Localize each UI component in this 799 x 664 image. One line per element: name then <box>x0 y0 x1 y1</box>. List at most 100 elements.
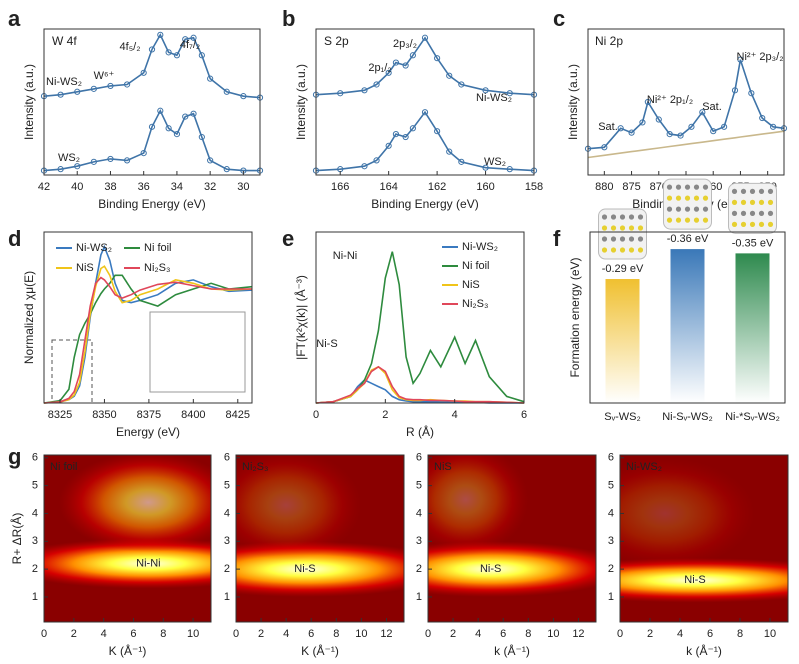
data-point <box>182 113 189 120</box>
data-point <box>140 69 147 76</box>
atom <box>693 195 700 201</box>
x-tick-label: 6 <box>707 628 713 640</box>
data-point <box>721 123 728 130</box>
atom <box>675 217 682 223</box>
y-axis-label: R+ ΔR(Å) <box>9 513 24 565</box>
y-tick-label: 1 <box>608 591 614 603</box>
y-tick-label: 4 <box>32 507 38 519</box>
data-point <box>140 150 147 157</box>
y-tick-label: 5 <box>32 480 38 492</box>
data-point <box>482 87 489 94</box>
data-point <box>402 133 409 141</box>
atom <box>740 210 747 216</box>
x-tick-label: 0 <box>313 409 319 421</box>
y-axis-label: Normalized χμ(E) <box>22 271 36 364</box>
legend-label: WS₂ <box>58 152 80 164</box>
atom <box>702 217 709 223</box>
atom <box>684 206 691 212</box>
x-tick-label: 6 <box>130 628 136 640</box>
bar <box>670 249 705 403</box>
legend-label: Ni-WS₂ <box>76 242 112 254</box>
atom <box>619 247 626 253</box>
x-tick-label: 880 <box>595 181 613 193</box>
data-point <box>165 125 172 132</box>
x-tick-label: 162 <box>428 181 446 193</box>
heat-blob <box>58 455 211 553</box>
data-point <box>90 85 97 92</box>
plot-frame <box>315 28 535 176</box>
plot-frame <box>235 454 405 623</box>
atom <box>702 195 709 201</box>
series-line <box>43 276 252 404</box>
heat-blob <box>428 541 596 597</box>
y-tick-label: 1 <box>416 591 422 603</box>
x-tick-label: 36 <box>138 181 150 193</box>
y-tick-label: 4 <box>224 507 230 519</box>
panel-label: a <box>8 6 21 31</box>
data-point <box>677 132 684 139</box>
atom <box>637 247 644 253</box>
atom <box>749 210 756 216</box>
atom <box>767 199 774 205</box>
x-tick-label: 0 <box>41 628 47 640</box>
data-point <box>385 142 392 149</box>
data-point <box>409 125 416 132</box>
data-point <box>759 114 766 122</box>
y-tick-label: 2 <box>416 563 422 575</box>
heatmap <box>44 455 211 622</box>
heat-blob <box>428 455 529 556</box>
structure-icon <box>728 182 777 234</box>
data-point <box>699 109 706 116</box>
x-axis-label: k (Å⁻¹) <box>494 643 530 658</box>
bar <box>735 253 770 403</box>
atom <box>637 236 644 242</box>
legend-label: Ni foil <box>462 260 490 272</box>
plot-frame <box>427 454 597 623</box>
data-point <box>601 144 608 151</box>
data-point <box>666 131 673 138</box>
plot-frame <box>315 231 525 404</box>
x-tick-label: 2 <box>450 628 456 640</box>
atom <box>601 236 608 242</box>
x-tick-label: 10 <box>764 628 776 640</box>
atom <box>675 184 682 190</box>
panel-label: b <box>282 6 295 31</box>
x-tick-label: 8 <box>160 628 166 640</box>
atom <box>693 206 700 212</box>
annotation: 4f₇/₂ <box>180 39 200 51</box>
x-tick-label: 8425 <box>226 409 250 421</box>
title: Ni-WS₂ <box>626 461 662 473</box>
y-axis-label: Intensity (a.u.) <box>294 64 308 140</box>
peak-label: Ni-S <box>480 563 501 575</box>
structure-icon <box>598 208 647 260</box>
atom <box>666 195 673 201</box>
data-point <box>434 55 441 62</box>
atom <box>740 221 747 227</box>
data-point <box>446 72 453 79</box>
value-label: -0.29 eV <box>602 263 644 275</box>
atom <box>666 217 673 223</box>
atom <box>767 210 774 216</box>
y-tick-label: 2 <box>224 563 230 575</box>
data-point <box>148 46 156 53</box>
data-point <box>639 119 646 126</box>
title: Ni₂S₃ <box>242 461 268 473</box>
atom <box>666 184 673 190</box>
data-point <box>107 82 114 90</box>
x-tick-label: 6 <box>308 628 314 640</box>
atom <box>749 188 756 194</box>
x-tick-label: 38 <box>104 181 116 193</box>
annotation: Ni-S <box>316 338 337 350</box>
x-tick-label: 0 <box>617 628 623 640</box>
title: Ni 2p <box>595 34 623 48</box>
x-tick-label: 8325 <box>48 409 72 421</box>
atom <box>684 195 691 201</box>
panel-label: f <box>553 226 561 251</box>
atom <box>758 221 765 227</box>
y-tick-label: 3 <box>608 535 614 547</box>
x-tick-label: 0 <box>233 628 239 640</box>
x-tick-label: 2 <box>71 628 77 640</box>
title: NiS <box>434 461 452 473</box>
data-point <box>198 52 205 59</box>
